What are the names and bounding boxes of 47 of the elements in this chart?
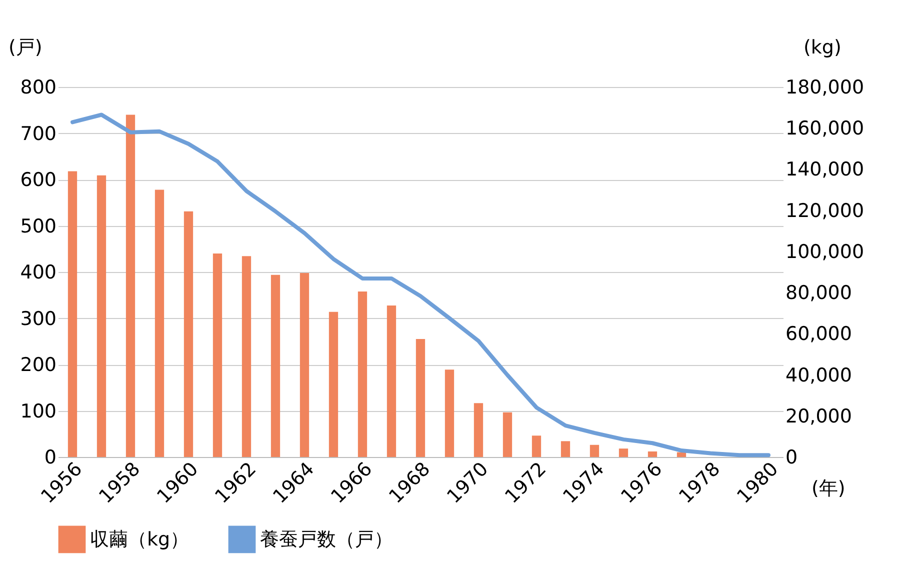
- bar: [358, 292, 368, 457]
- legend-label: 収繭（kg）: [90, 528, 190, 550]
- bar: [618, 448, 628, 457]
- bar: [590, 444, 600, 457]
- y-tick-label: 200: [20, 354, 56, 376]
- bar: [416, 339, 426, 457]
- bar: [386, 306, 396, 457]
- bar: [212, 254, 222, 457]
- legend-label: 養蚕戸数（戸）: [260, 528, 393, 550]
- y2-tick-label: 80,000: [786, 282, 852, 304]
- bar: [648, 451, 658, 457]
- y2-tick-label: 140,000: [786, 158, 864, 181]
- bar: [560, 441, 570, 457]
- y2-tick-label: 120,000: [786, 200, 864, 222]
- y-tick-label: 600: [20, 169, 56, 191]
- bar: [270, 274, 280, 457]
- y2-tick-label: 180,000: [786, 76, 864, 98]
- y2-axis-title: (kg): [804, 36, 842, 58]
- y-tick-label: 700: [20, 122, 56, 145]
- y-tick-label: 800: [20, 76, 56, 98]
- bar: [532, 436, 542, 457]
- y-tick-label: 500: [20, 215, 56, 238]
- line-series: [70, 112, 770, 458]
- bar: [154, 190, 164, 457]
- bar: [328, 312, 338, 457]
- bar: [242, 256, 252, 457]
- bar: [184, 211, 194, 457]
- y-axis-title: (戸): [8, 36, 42, 58]
- bar: [300, 273, 310, 457]
- y2-tick-label: 40,000: [786, 364, 852, 386]
- y2-tick-label: 100,000: [786, 240, 864, 263]
- bar: [68, 171, 78, 457]
- bar: [444, 370, 454, 457]
- y-tick-label: 100: [20, 400, 56, 422]
- bar: [96, 175, 106, 457]
- y2-tick-label: 20,000: [786, 405, 852, 428]
- y-tick-label: 400: [20, 262, 56, 284]
- bar: [474, 403, 484, 457]
- bar: [676, 452, 686, 457]
- bar: [502, 412, 512, 457]
- y2-tick-label: 0: [786, 446, 798, 468]
- x-axis-title: (年): [812, 478, 846, 500]
- y-tick-label: 300: [20, 308, 56, 330]
- y2-tick-label: 60,000: [786, 323, 852, 346]
- bar: [126, 114, 136, 457]
- y-tick-label: 0: [44, 446, 56, 468]
- y2-tick-label: 160,000: [786, 118, 864, 140]
